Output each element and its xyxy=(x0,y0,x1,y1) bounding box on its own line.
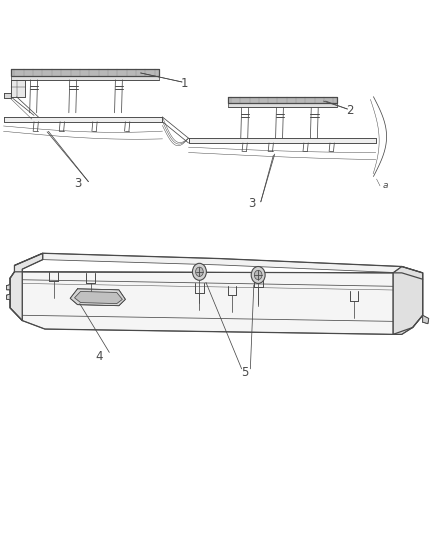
Polygon shape xyxy=(228,97,336,103)
Circle shape xyxy=(196,267,203,277)
Polygon shape xyxy=(11,76,159,80)
Polygon shape xyxy=(393,266,423,334)
Text: 5: 5 xyxy=(241,366,249,379)
Text: 4: 4 xyxy=(95,350,103,363)
Polygon shape xyxy=(10,253,43,320)
Circle shape xyxy=(192,263,206,280)
Polygon shape xyxy=(70,289,125,306)
Polygon shape xyxy=(7,285,10,290)
Polygon shape xyxy=(74,292,122,304)
Polygon shape xyxy=(188,138,376,143)
Polygon shape xyxy=(4,117,162,122)
Polygon shape xyxy=(7,294,10,300)
Text: 1: 1 xyxy=(180,77,188,90)
Polygon shape xyxy=(10,272,423,334)
Polygon shape xyxy=(228,103,336,108)
Text: a: a xyxy=(382,181,388,190)
Polygon shape xyxy=(11,80,25,97)
Polygon shape xyxy=(423,316,429,324)
Text: 2: 2 xyxy=(346,103,353,117)
Polygon shape xyxy=(4,93,11,98)
Polygon shape xyxy=(14,253,423,279)
Circle shape xyxy=(251,266,265,284)
Text: 3: 3 xyxy=(74,177,81,190)
Text: 3: 3 xyxy=(248,197,255,211)
Polygon shape xyxy=(11,69,159,76)
Circle shape xyxy=(254,270,262,280)
